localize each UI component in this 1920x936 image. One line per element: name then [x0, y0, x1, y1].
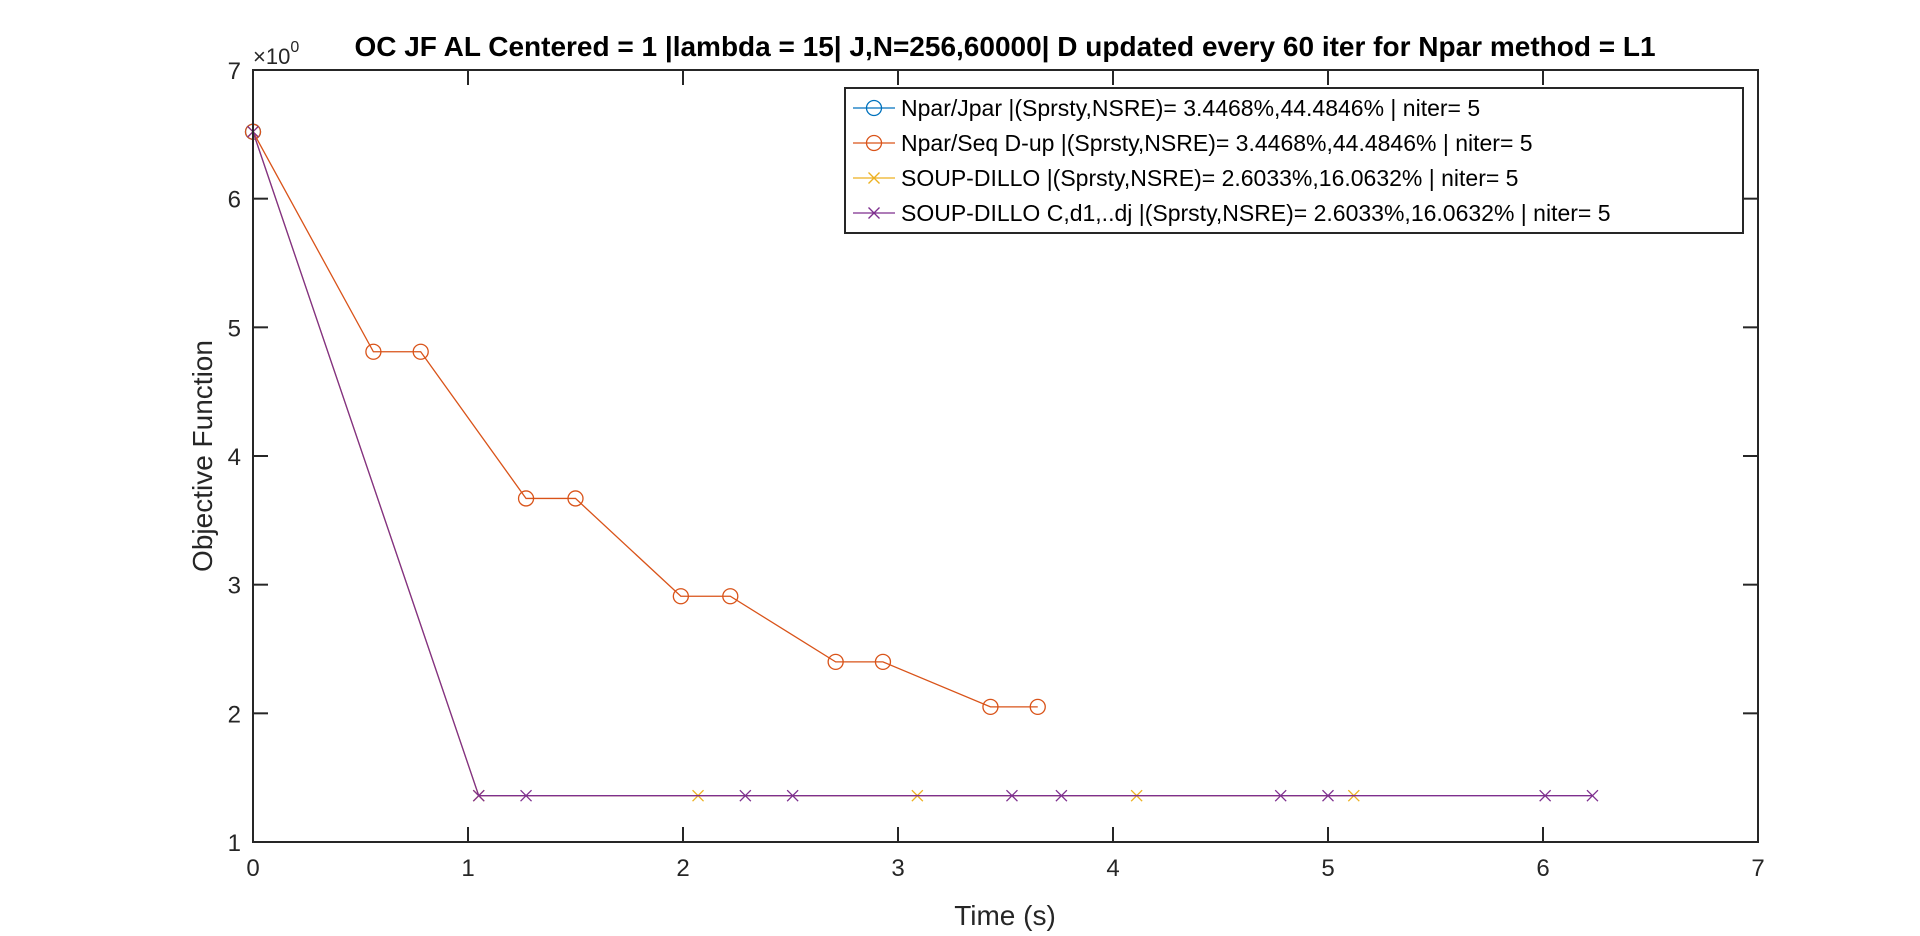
data-point [520, 789, 533, 802]
axes-box [252, 69, 1759, 843]
y-tick-label: 1 [228, 830, 241, 857]
data-point [739, 789, 752, 802]
legend-entry: SOUP-DILLO |(Sprsty,NSRE)= 2.6033%,16.06… [853, 165, 1518, 191]
legend: Npar/Jpar |(Sprsty,NSRE)= 3.4468%,44.484… [844, 87, 1744, 234]
series-2 [244, 123, 1046, 716]
data-point [1055, 789, 1068, 802]
legend-label: SOUP-DILLO |(Sprsty,NSRE)= 2.6033%,16.06… [901, 165, 1518, 191]
data-point [1029, 698, 1046, 716]
legend-marker [865, 99, 883, 117]
y-tick-label: 7 [228, 58, 241, 85]
x-tick-label: 1 [461, 855, 474, 882]
series-layer [244, 123, 1599, 802]
y-tick-label: 3 [228, 573, 241, 600]
data-point [827, 653, 844, 671]
data-point [517, 490, 535, 507]
data-point [365, 343, 382, 360]
legend-entry: Npar/Seq D-up |(Sprsty,NSRE)= 3.4468%,44… [853, 130, 1533, 156]
x-tick-label: 3 [891, 855, 904, 882]
data-point [1586, 789, 1599, 802]
x-tick-label: 7 [1751, 855, 1764, 882]
data-point [1539, 789, 1552, 802]
x-axis-label: Time (s) [954, 900, 1056, 931]
y-exponent-label: ×100 [253, 39, 299, 69]
legend-marker [868, 207, 880, 219]
data-point [1322, 789, 1334, 802]
x-tick-label: 0 [246, 855, 259, 882]
legend-entry: SOUP-DILLO C,d1,..dj |(Sprsty,NSRE)= 2.6… [853, 200, 1611, 226]
y-tick-label: 5 [228, 315, 241, 342]
data-point [982, 698, 999, 716]
x-tick-labels: 0 1 2 3 4 5 6 7 [246, 855, 1764, 882]
data-point [567, 490, 584, 507]
data-point [722, 588, 739, 605]
series-line [252, 131, 1038, 708]
legend-marker [865, 134, 883, 152]
data-point [1274, 789, 1287, 802]
legend-label: SOUP-DILLO C,d1,..dj |(Sprsty,NSRE)= 2.6… [901, 200, 1611, 226]
chart-title: OC JF AL Centered = 1 |lambda = 15| J,N=… [354, 31, 1655, 62]
data-point [472, 789, 485, 802]
x-tick-label: 5 [1321, 855, 1334, 882]
data-point [672, 588, 689, 605]
data-point [786, 789, 799, 802]
data-point [412, 343, 429, 360]
legend-label: Npar/Seq D-up |(Sprsty,NSRE)= 3.4468%,44… [901, 130, 1533, 156]
legend-entry: Npar/Jpar |(Sprsty,NSRE)= 3.4468%,44.484… [853, 95, 1480, 121]
data-point [1005, 789, 1018, 802]
y-tick-label: 4 [228, 444, 241, 471]
y-axis-label: Objective Function [187, 340, 218, 572]
y-tick-labels: 1 2 3 4 5 6 7 [228, 58, 241, 857]
series-4 [247, 125, 1599, 802]
x-tick-label: 2 [676, 855, 689, 882]
data-point [874, 653, 892, 671]
x-tick-label: 6 [1536, 855, 1549, 882]
y-tick-label: 6 [228, 187, 241, 214]
legend-label: Npar/Jpar |(Sprsty,NSRE)= 3.4468%,44.484… [901, 95, 1480, 121]
x-tick-label: 4 [1106, 855, 1119, 882]
legend-marker [868, 172, 880, 184]
legend-box [844, 87, 1744, 234]
y-tick-label: 2 [228, 701, 241, 728]
